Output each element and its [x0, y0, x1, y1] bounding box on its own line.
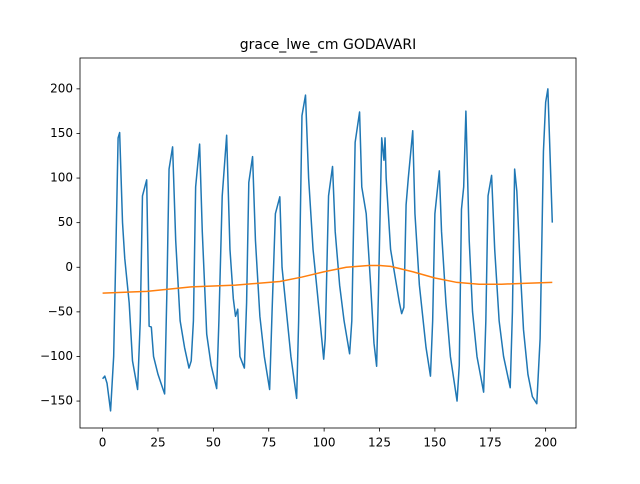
data-line — [102, 264, 553, 294]
x-tick-label: 175 — [479, 436, 502, 450]
x-tick-label: 50 — [206, 436, 221, 450]
y-tick-label: −150 — [40, 394, 73, 408]
x-tick-label: 75 — [261, 436, 276, 450]
x-tick-label: 25 — [150, 436, 165, 450]
y-tick-label: 100 — [50, 171, 73, 185]
plot-frame — [79, 57, 577, 429]
x-tick-label: 200 — [534, 436, 557, 450]
y-tick-label: 150 — [50, 126, 73, 140]
x-tick-label: 100 — [313, 436, 336, 450]
data-line — [102, 88, 554, 412]
y-tick-label: 50 — [58, 215, 73, 229]
y-tick-label: −50 — [48, 304, 73, 318]
y-tick-label: 0 — [65, 260, 73, 274]
y-tick-label: −100 — [40, 349, 73, 363]
x-tick-label: 150 — [423, 436, 446, 450]
x-tick-label: 0 — [99, 436, 107, 450]
chart-title: grace_lwe_cm GODAVARI — [240, 37, 416, 53]
x-tick-label: 125 — [368, 436, 391, 450]
y-tick-label: 200 — [50, 81, 73, 95]
